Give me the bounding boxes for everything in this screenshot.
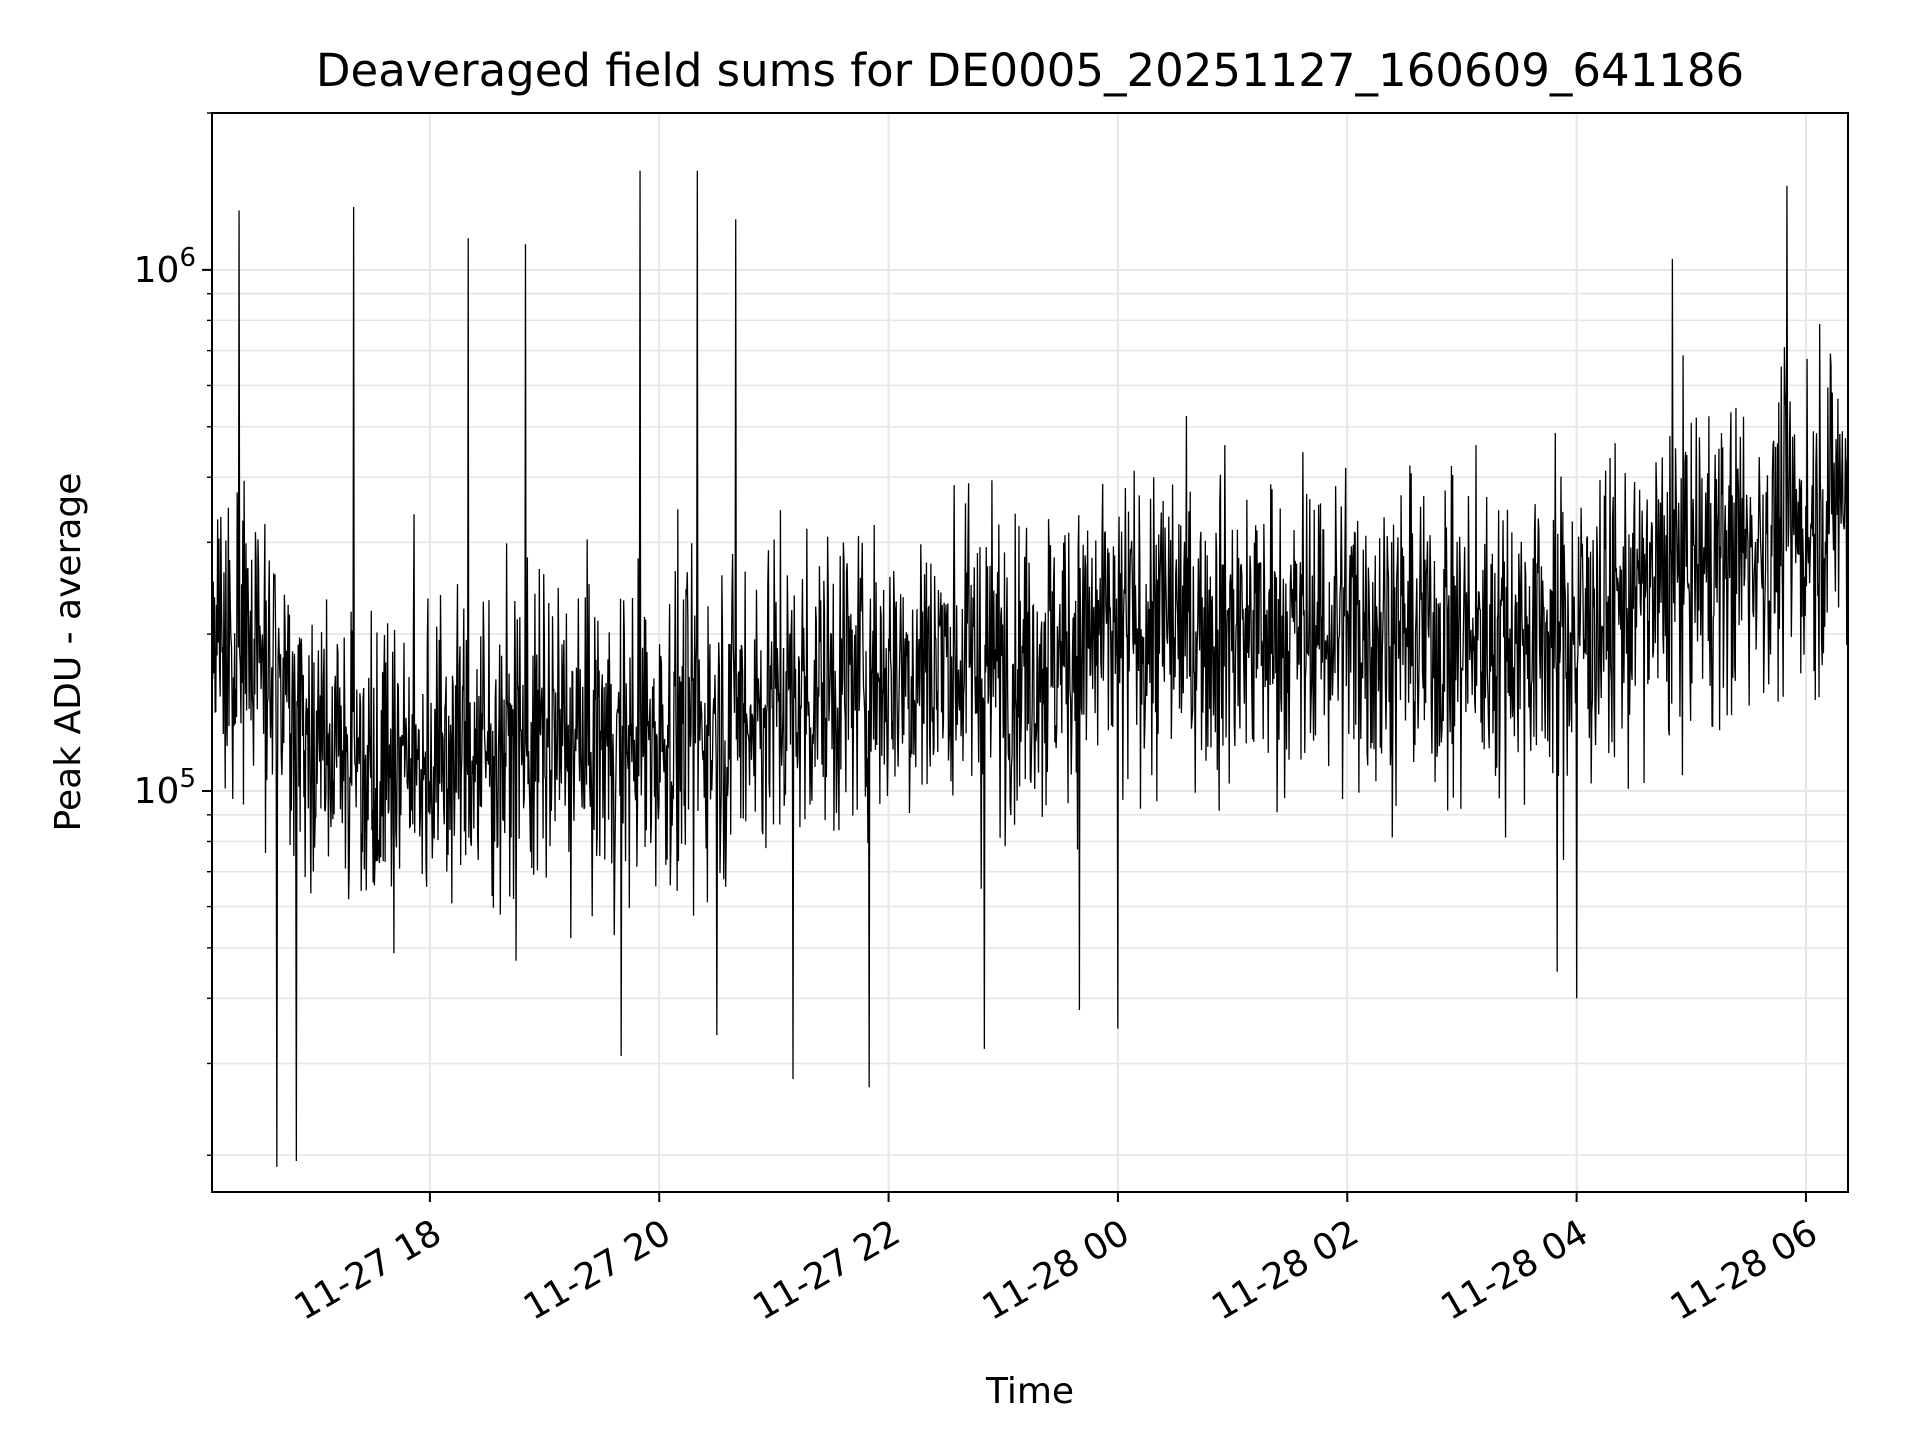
y-axis-label: Peak ADU - average bbox=[48, 473, 89, 832]
plot-frame bbox=[211, 112, 1849, 1193]
y-tick-label: 105 bbox=[134, 764, 196, 812]
y-tick-label: 106 bbox=[134, 243, 196, 291]
chart-title: Deaveraged field sums for DE0005_2025112… bbox=[316, 44, 1744, 97]
series-layer bbox=[211, 170, 1849, 1167]
x-axis-label: Time bbox=[985, 1371, 1074, 1412]
series-line bbox=[211, 170, 1849, 1167]
